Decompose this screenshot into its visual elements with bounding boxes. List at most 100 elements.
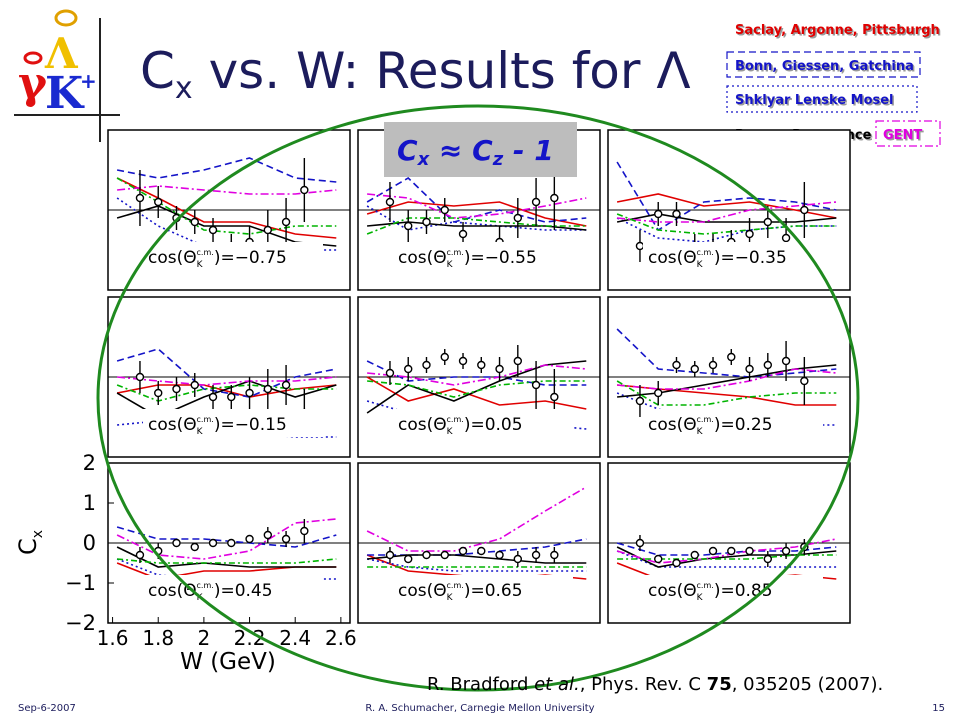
data-point xyxy=(208,392,218,402)
data-point xyxy=(422,217,431,227)
model-curve xyxy=(366,360,587,386)
legend-entry: Saclay, Argonne, Pittsburgh xyxy=(735,23,940,38)
data-point xyxy=(550,392,559,402)
data-point xyxy=(654,554,663,564)
panel: cos(ΘKc.m.)=0.25 xyxy=(607,296,851,458)
model-curve xyxy=(116,197,337,251)
label-part: cos(Θ xyxy=(398,248,447,268)
data-point xyxy=(422,550,431,560)
panel-label-bg xyxy=(643,409,823,437)
panel: cos(ΘKc.m.)=0.85 xyxy=(607,462,851,624)
logo-gamma: γ xyxy=(18,58,48,109)
label-part: cos(Θ xyxy=(648,248,697,268)
panel: cos(ΘKc.m.)=−0.35 xyxy=(607,129,851,291)
data-point xyxy=(745,364,754,374)
data-point xyxy=(172,538,181,548)
citation-part: 75 xyxy=(707,674,732,695)
panels: cos(ΘKc.m.)=−0.75 cos(ΘKc.m.)=−0.55 cos(ΘK… xyxy=(14,129,851,675)
data-point xyxy=(135,372,145,382)
legend-box xyxy=(726,85,918,113)
model-curve xyxy=(366,217,587,235)
title-rest: vs. W: Results for Λ xyxy=(193,42,691,100)
relation-part: z xyxy=(492,149,504,170)
panel: cos(ΘKc.m.)=0.05 xyxy=(357,296,601,458)
data-point xyxy=(281,380,291,390)
label-part: c.m. xyxy=(197,248,214,257)
model-curve xyxy=(367,554,587,564)
data-point xyxy=(763,554,773,564)
legend-entry: Shklyar Lenske Mosel xyxy=(735,93,894,108)
y-tick-label: −1 xyxy=(65,571,96,595)
data-point xyxy=(672,558,681,568)
data-point xyxy=(708,546,718,556)
data-point xyxy=(781,546,791,556)
data-point xyxy=(245,534,254,544)
data-point xyxy=(281,534,291,544)
panel: cos(ΘKc.m.)=−0.75 xyxy=(107,129,351,291)
label-part: cos(Θ xyxy=(648,415,697,435)
panel-label-bg xyxy=(143,242,323,270)
citation-part: et al. xyxy=(534,674,580,695)
label-part: cos(Θ xyxy=(148,581,197,601)
data-point xyxy=(135,550,145,560)
model-curve xyxy=(616,161,837,232)
x-tick-label: 2.4 xyxy=(279,626,311,650)
logo: γ K + Λ xyxy=(18,9,97,119)
data-point xyxy=(208,538,218,548)
panel-label: cos(ΘKc.m.)=−0.15 xyxy=(148,415,287,437)
x-tick-label: 1.8 xyxy=(142,626,174,650)
model-curve xyxy=(366,558,587,572)
data-point xyxy=(208,225,218,235)
data-point xyxy=(550,193,559,203)
model-curve xyxy=(116,526,337,548)
panel-label-bg xyxy=(643,575,823,603)
label-part: K xyxy=(447,260,454,270)
model-curve xyxy=(116,518,337,560)
label-part: c.m. xyxy=(697,248,714,257)
data-point xyxy=(154,388,163,398)
data-point xyxy=(263,530,273,540)
data-point xyxy=(154,197,163,207)
model-curve xyxy=(117,185,337,195)
model-curve xyxy=(117,558,337,564)
panel-label: cos(ΘKc.m.)=−0.55 xyxy=(398,248,537,270)
title-main: C xyxy=(140,42,175,100)
panel-label-bg xyxy=(393,409,573,437)
logo-ring xyxy=(54,9,78,27)
panel: cos(ΘKc.m.)=0.65 xyxy=(357,462,601,624)
data-point xyxy=(422,360,431,370)
data-point xyxy=(654,209,663,219)
label-part: K xyxy=(197,427,204,437)
footer-date: Sep-6-2007 xyxy=(18,703,76,714)
data-point xyxy=(263,384,273,394)
label-part: c.m. xyxy=(697,415,714,424)
label-part: cos(Θ xyxy=(148,248,197,268)
model-curve xyxy=(366,376,587,410)
model-curve xyxy=(617,364,837,398)
relation-part: x xyxy=(417,149,431,170)
label-part: )=0.05 xyxy=(464,415,523,435)
data-point xyxy=(385,550,395,560)
label-part: )=0.25 xyxy=(714,415,773,435)
logo-kaon: K xyxy=(45,68,85,119)
panel: cos(ΘKc.m.)=−0.15 xyxy=(107,296,351,458)
model-curve xyxy=(616,328,837,378)
label-part: )=−0.35 xyxy=(714,248,787,268)
legend-box xyxy=(875,120,941,147)
model-curve xyxy=(116,546,337,568)
label-part: )=0.45 xyxy=(214,581,273,601)
data-point xyxy=(458,229,468,239)
model-curve xyxy=(116,384,337,402)
legend-shadow: Shklyar Lenske Mosel xyxy=(737,95,896,110)
data-point xyxy=(495,364,504,374)
model-curve xyxy=(617,201,837,223)
panel-label: cos(ΘKc.m.)=0.45 xyxy=(148,581,273,603)
data-point xyxy=(800,205,809,215)
data-point xyxy=(672,209,681,219)
model-curve xyxy=(116,177,337,235)
citation-part: , 035205 (2007). xyxy=(732,674,883,695)
y-tick-label: 2 xyxy=(83,451,96,475)
model-curve xyxy=(116,157,337,183)
footer-page: 15 xyxy=(932,703,945,714)
data-point xyxy=(763,217,773,227)
